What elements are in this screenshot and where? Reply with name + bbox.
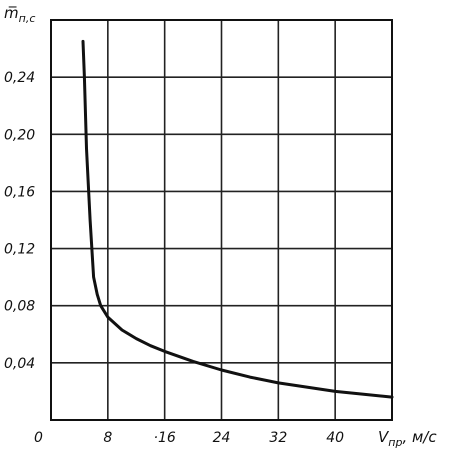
y-tick-label-0: 0,04 (4, 356, 35, 372)
plot-frame (50, 19, 393, 421)
y-tick-label-3: 0,16 (4, 184, 35, 200)
y-axis-label: m̅п,с (4, 4, 35, 25)
grid (51, 20, 392, 420)
x-tick-labels: 8 ·16 24 32 40 (103, 430, 344, 446)
y-tick-label-2: 0,12 (4, 242, 35, 258)
x-origin-label: 0 (34, 430, 43, 446)
x-tick-label-1: ·16 (154, 430, 176, 446)
x-tick-label-2: 24 (213, 430, 231, 446)
series-line (81, 39, 394, 399)
y-tick-label-1: 0,08 (4, 299, 35, 315)
y-tick-labels: 0,04 0,08 0,12 0,16 0,20 0,24 (4, 70, 35, 372)
x-tick-label-4: 40 (326, 430, 344, 446)
x-tick-label-3: 32 (269, 430, 287, 446)
y-tick-label-4: 0,20 (4, 127, 35, 143)
x-axis-label: Vпр, м/с (378, 428, 437, 449)
y-tick-label-5: 0,24 (4, 70, 35, 86)
x-tick-label-0: 8 (103, 430, 112, 446)
